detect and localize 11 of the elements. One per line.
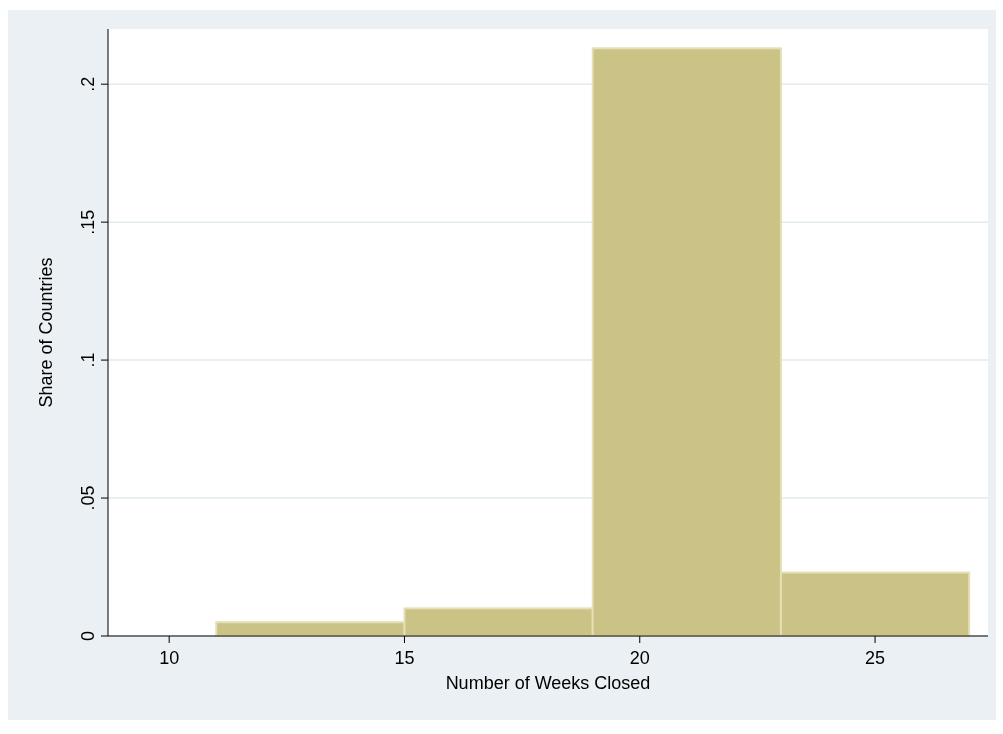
x-tick-label: 15 <box>394 648 415 668</box>
y-tick-label: .1 <box>78 352 98 368</box>
x-tick-label: 25 <box>865 648 886 668</box>
y-axis-title: Share of Countries <box>36 257 56 408</box>
y-tick-label: .2 <box>78 76 98 92</box>
y-tick-label: .05 <box>78 485 98 511</box>
y-tick-label: 0 <box>78 630 98 642</box>
x-tick-label: 20 <box>629 648 650 668</box>
y-tick-label: .15 <box>78 209 98 235</box>
x-axis-title: Number of Weeks Closed <box>445 673 651 693</box>
x-tick-label: 10 <box>159 648 180 668</box>
